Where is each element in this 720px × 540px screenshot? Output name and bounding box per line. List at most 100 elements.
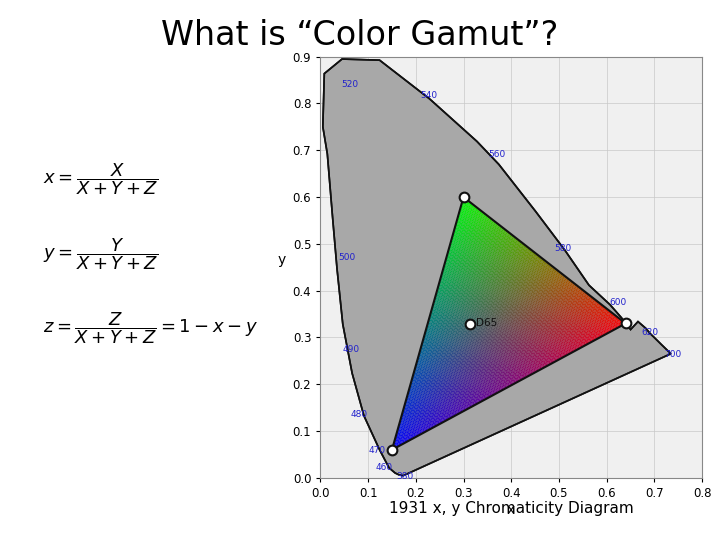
Polygon shape: [444, 287, 447, 291]
Polygon shape: [492, 306, 495, 309]
Polygon shape: [486, 350, 489, 354]
Polygon shape: [508, 371, 510, 374]
Polygon shape: [607, 317, 610, 320]
Polygon shape: [498, 379, 500, 382]
Polygon shape: [441, 328, 444, 332]
Polygon shape: [496, 352, 499, 355]
Polygon shape: [487, 232, 490, 235]
Polygon shape: [525, 355, 528, 358]
Polygon shape: [554, 305, 557, 308]
Polygon shape: [488, 346, 491, 349]
Polygon shape: [548, 265, 551, 268]
Polygon shape: [408, 418, 411, 421]
Polygon shape: [511, 333, 514, 336]
Polygon shape: [507, 293, 510, 296]
Polygon shape: [423, 426, 426, 429]
Polygon shape: [488, 380, 491, 383]
Polygon shape: [405, 401, 408, 404]
Polygon shape: [450, 313, 453, 315]
Polygon shape: [480, 358, 482, 361]
Polygon shape: [414, 388, 417, 392]
Polygon shape: [495, 369, 498, 373]
Polygon shape: [488, 379, 491, 382]
Polygon shape: [494, 358, 497, 361]
Polygon shape: [485, 240, 489, 243]
Polygon shape: [474, 402, 477, 406]
Polygon shape: [500, 373, 503, 376]
Polygon shape: [534, 254, 536, 257]
Polygon shape: [526, 287, 530, 291]
Polygon shape: [423, 341, 426, 344]
Polygon shape: [492, 364, 495, 368]
Polygon shape: [498, 364, 500, 368]
Polygon shape: [502, 252, 505, 255]
Polygon shape: [452, 270, 455, 273]
Polygon shape: [427, 421, 430, 424]
Polygon shape: [469, 303, 473, 306]
Polygon shape: [521, 313, 524, 315]
Polygon shape: [448, 303, 451, 306]
Polygon shape: [547, 352, 550, 355]
Polygon shape: [555, 315, 558, 319]
Polygon shape: [531, 342, 534, 346]
Polygon shape: [543, 334, 546, 338]
Polygon shape: [513, 380, 516, 383]
Polygon shape: [516, 274, 518, 278]
Polygon shape: [563, 287, 566, 291]
Polygon shape: [467, 235, 469, 238]
Polygon shape: [570, 281, 573, 284]
Polygon shape: [532, 259, 535, 262]
Polygon shape: [438, 390, 441, 393]
Polygon shape: [465, 286, 468, 289]
Polygon shape: [436, 377, 439, 380]
Polygon shape: [434, 361, 437, 365]
Polygon shape: [472, 397, 475, 401]
Polygon shape: [475, 346, 478, 349]
Polygon shape: [455, 346, 458, 349]
Polygon shape: [422, 366, 425, 369]
Polygon shape: [492, 392, 495, 395]
Polygon shape: [466, 404, 469, 407]
Polygon shape: [588, 325, 590, 328]
Polygon shape: [477, 278, 480, 281]
Polygon shape: [429, 327, 432, 330]
Polygon shape: [550, 315, 553, 319]
Polygon shape: [516, 255, 518, 259]
Polygon shape: [485, 243, 487, 246]
Polygon shape: [502, 306, 505, 309]
Polygon shape: [562, 344, 565, 347]
Polygon shape: [486, 289, 489, 292]
Polygon shape: [440, 409, 444, 412]
Polygon shape: [460, 339, 463, 342]
Polygon shape: [458, 267, 461, 270]
Polygon shape: [519, 332, 522, 334]
Polygon shape: [461, 293, 464, 296]
Polygon shape: [531, 333, 534, 336]
Polygon shape: [477, 368, 480, 371]
Polygon shape: [571, 339, 574, 342]
Polygon shape: [574, 330, 577, 333]
Polygon shape: [456, 377, 459, 380]
Polygon shape: [505, 320, 508, 323]
Polygon shape: [523, 341, 526, 344]
Polygon shape: [549, 305, 552, 308]
Polygon shape: [532, 295, 535, 298]
Polygon shape: [605, 323, 608, 327]
Polygon shape: [536, 323, 539, 327]
Polygon shape: [513, 377, 516, 380]
Polygon shape: [530, 265, 533, 268]
Polygon shape: [515, 251, 518, 254]
Polygon shape: [405, 436, 408, 439]
Polygon shape: [548, 325, 551, 328]
Polygon shape: [510, 315, 513, 319]
Polygon shape: [526, 352, 528, 355]
Polygon shape: [514, 296, 517, 300]
Polygon shape: [429, 404, 432, 407]
Polygon shape: [420, 393, 423, 396]
Polygon shape: [458, 379, 461, 382]
Polygon shape: [468, 371, 471, 374]
Polygon shape: [441, 309, 444, 313]
Polygon shape: [557, 320, 559, 323]
Polygon shape: [490, 301, 493, 305]
Polygon shape: [443, 303, 446, 306]
